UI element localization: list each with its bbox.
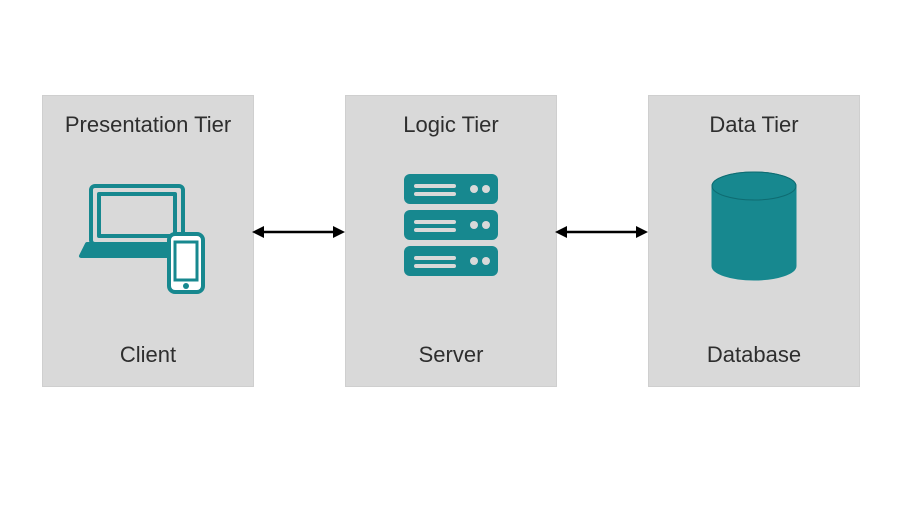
tier-title: Logic Tier: [346, 112, 556, 138]
tier-subtitle: Client: [43, 342, 253, 368]
tier-presentation: Presentation Tier Client: [42, 95, 254, 387]
server-icon: [346, 168, 556, 293]
bidirectional-arrow-icon: [252, 222, 345, 242]
tier-subtitle: Server: [346, 342, 556, 368]
database-icon: [649, 168, 859, 293]
tier-data: Data Tier Database: [648, 95, 860, 387]
tier-title: Data Tier: [649, 112, 859, 138]
tier-title: Presentation Tier: [43, 112, 253, 138]
tier-logic: Logic Tier: [345, 95, 557, 387]
bidirectional-arrow-icon: [555, 222, 648, 242]
client-icon: [43, 176, 253, 301]
tier-subtitle: Database: [649, 342, 859, 368]
